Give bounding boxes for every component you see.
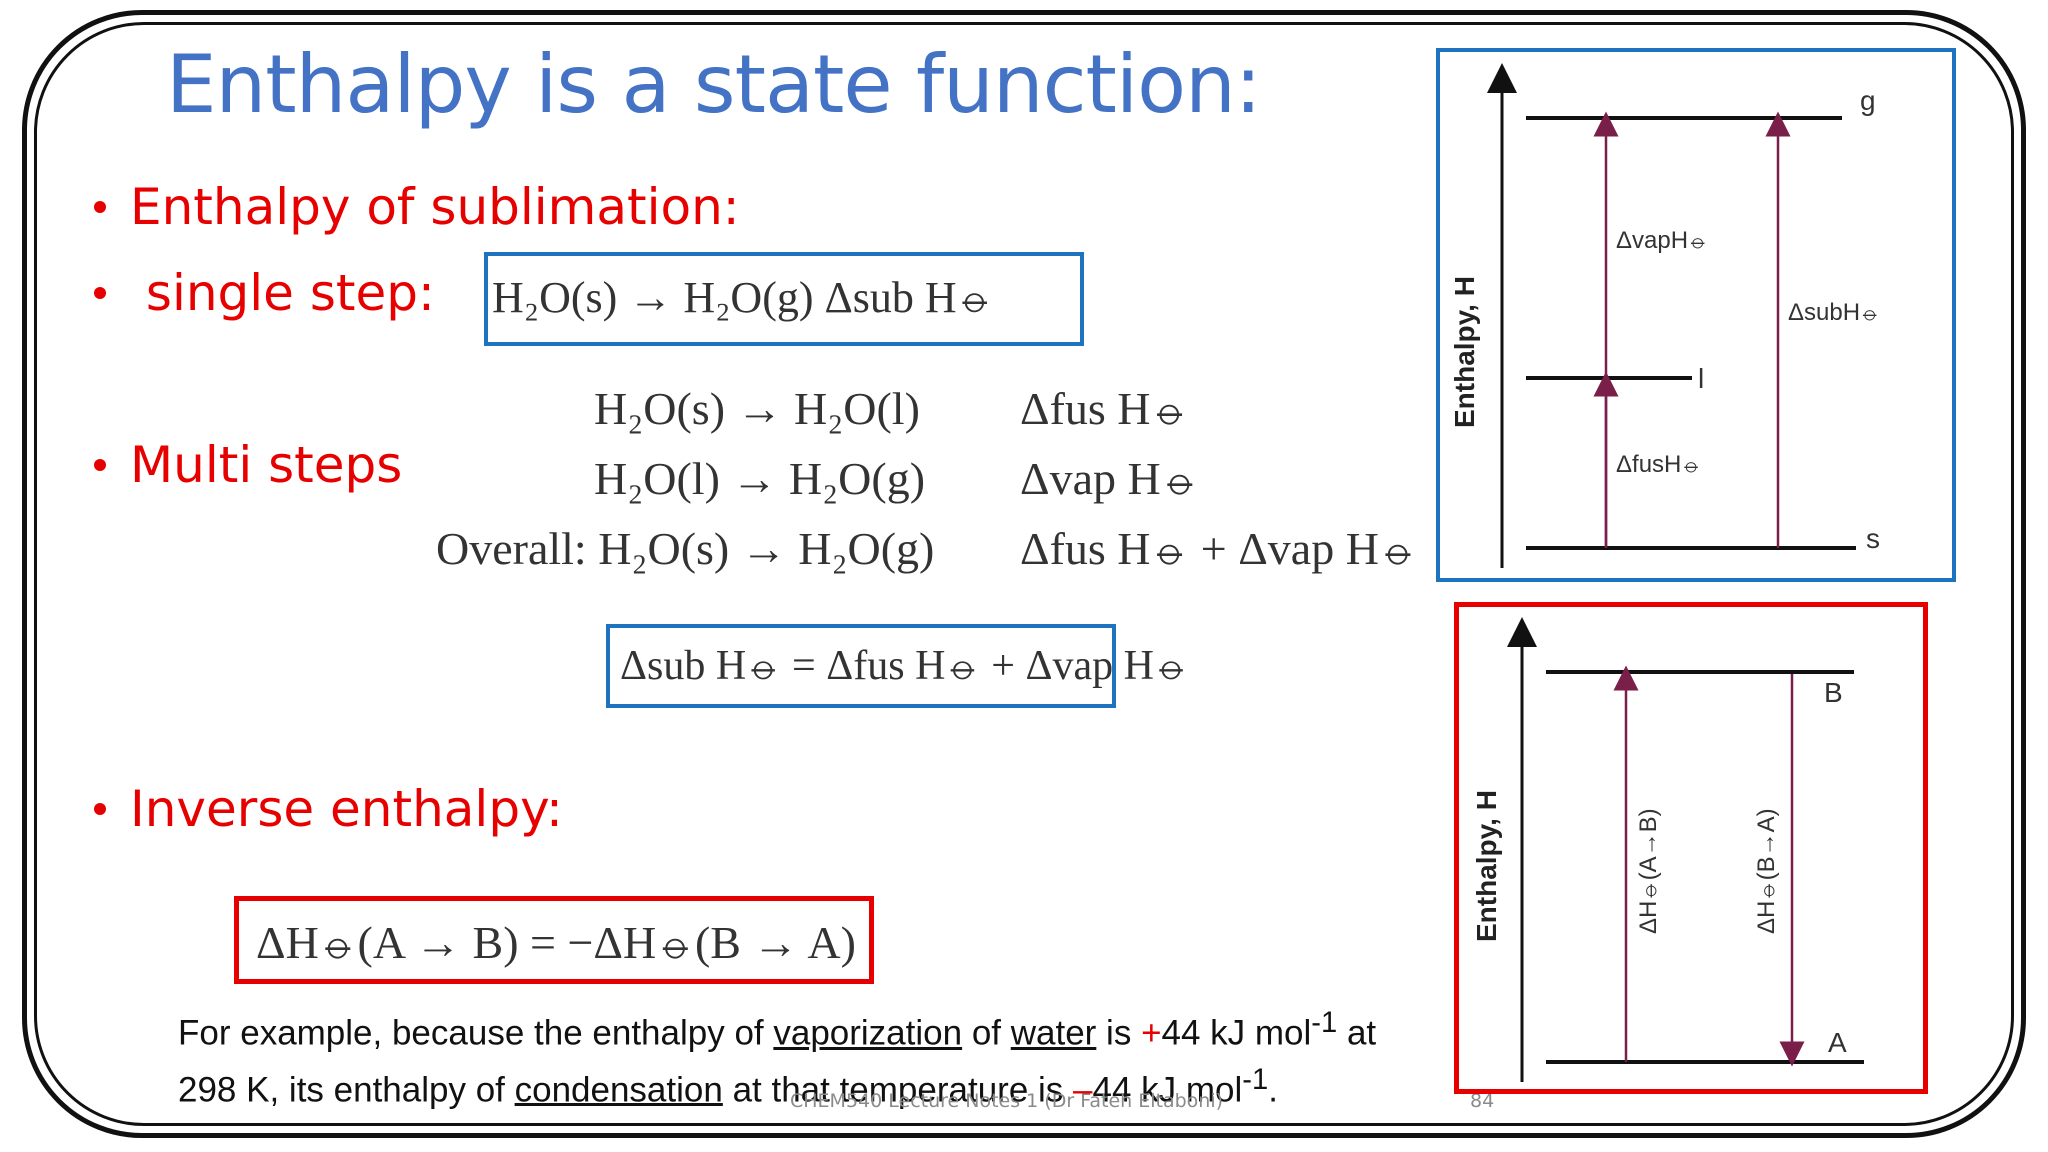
inverse-equation: ΔH⦵(A → B) = −ΔH⦵(B → A) bbox=[256, 917, 856, 968]
diagram-reaction-enthalpy: Enthalpy, H B A ΔH⦵(A→B) ΔH⦵(B→A) bbox=[1471, 617, 1864, 1082]
diagram-reaction-enthalpy-box bbox=[1454, 602, 1928, 1094]
multi-step-2-enthalpy: Δvap H⦵ bbox=[1020, 453, 1200, 504]
arrow-sub-label: ΔsubH⦵ bbox=[1788, 299, 1880, 326]
multi-step-1-enthalpy: Δfus H⦵ bbox=[1020, 383, 1190, 434]
multi-step-2-reaction: H₂O(l) → H₂O(g) bbox=[594, 453, 926, 504]
hess-equation: Δsub H⦵ = Δfus H⦵ + Δvap H⦵ bbox=[620, 643, 1190, 689]
arrow-b-to-a-label: ΔH⦵(B→A) bbox=[1753, 808, 1780, 934]
bullet-dot-icon bbox=[94, 802, 106, 815]
diagram-phase-enthalpy-box bbox=[1436, 48, 1956, 582]
footer-text: CHEM540 Lecture Notes 1 (Dr Fateh Eltabo… bbox=[790, 1090, 1224, 1112]
overall-reaction: Overall: H₂O(s) → H₂O(g) bbox=[436, 523, 935, 574]
bullet-multi-steps: Multi steps bbox=[94, 436, 402, 494]
level-b-label: B bbox=[1824, 677, 1843, 708]
overall-enthalpy: Δfus H⦵ + Δvap H⦵ bbox=[1020, 523, 1418, 574]
single-step-equation: H₂O(s) → H₂O(g) Δsub H⦵ bbox=[492, 273, 994, 322]
slide-border-outer bbox=[22, 10, 2026, 1138]
bullet-dot-icon bbox=[94, 286, 106, 299]
axis-label-2: Enthalpy, H bbox=[1471, 790, 1502, 942]
inverse-equation-box bbox=[234, 896, 874, 984]
bullet-inverse: Inverse enthalpy: bbox=[94, 780, 563, 838]
bullet-dot-icon bbox=[94, 200, 106, 213]
arrow-fus-label: ΔfusH⦵ bbox=[1616, 451, 1702, 478]
bullet-dot-icon bbox=[94, 458, 106, 471]
level-g-label: g bbox=[1860, 85, 1876, 116]
hess-equation-box bbox=[606, 624, 1116, 708]
level-l-label: l bbox=[1698, 363, 1704, 394]
diagram-phase-enthalpy: Enthalpy, H g l s ΔvapH⦵ ΔsubH⦵ ΔfusH⦵ bbox=[1449, 63, 1880, 568]
level-s-label: s bbox=[1866, 523, 1880, 554]
bullet-sublimation: Enthalpy of sublimation: bbox=[94, 178, 740, 236]
example-note: For example, because the enthalpy of vap… bbox=[178, 1007, 1377, 1110]
arrow-a-to-b-label: ΔH⦵(A→B) bbox=[1635, 808, 1662, 934]
level-a-label: A bbox=[1828, 1027, 1847, 1058]
slide-title: Enthalpy is a state function: bbox=[166, 38, 1262, 131]
page-number: 84 bbox=[1470, 1090, 1495, 1112]
bullet-single-step: single step: bbox=[94, 264, 435, 322]
slide-border-inner bbox=[34, 22, 2014, 1126]
axis-label: Enthalpy, H bbox=[1449, 276, 1480, 428]
single-step-equation-box bbox=[484, 252, 1084, 346]
multi-step-1-reaction: H₂O(s) → H₂O(l) bbox=[594, 383, 920, 434]
arrow-vap-label: ΔvapH⦵ bbox=[1616, 227, 1708, 254]
